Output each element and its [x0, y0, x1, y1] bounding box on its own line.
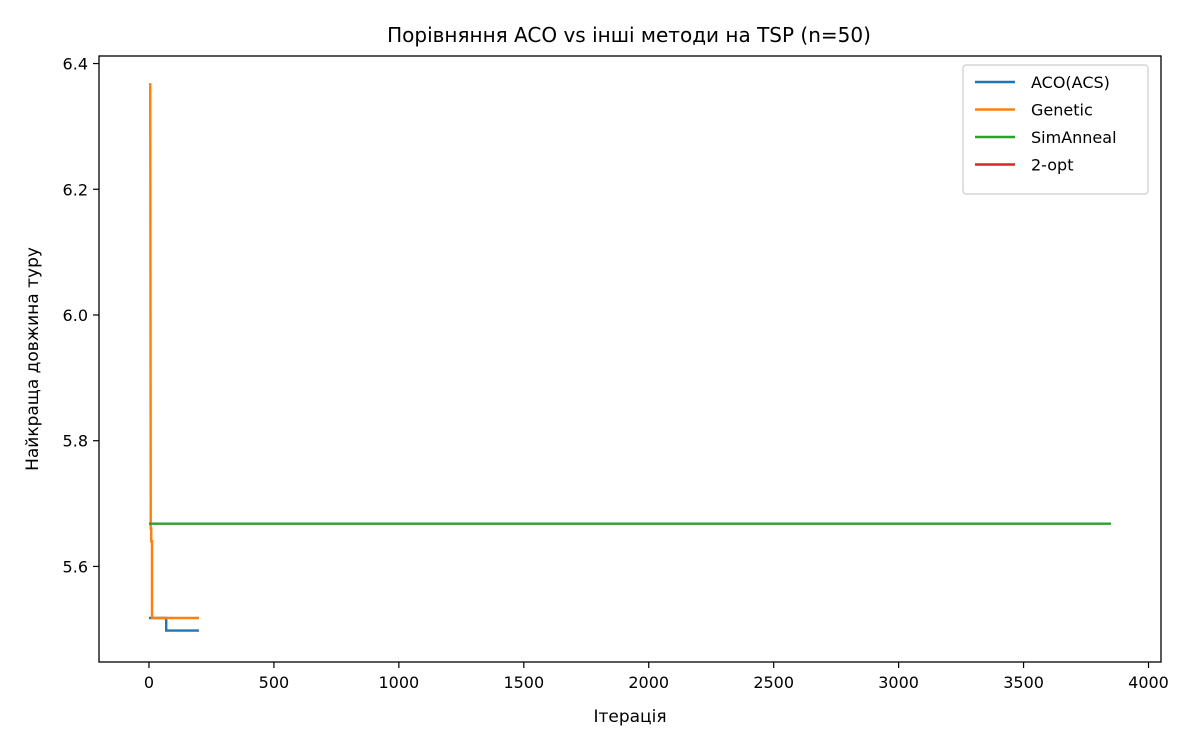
x-tick-label-6: 3000 — [878, 673, 919, 692]
y-tick-label-3: 6.2 — [63, 180, 88, 199]
legend-label-0: ACO(ACS) — [1031, 73, 1110, 92]
y-tick-label-2: 6.0 — [63, 306, 88, 325]
legend-label-2: SimAnneal — [1031, 128, 1117, 147]
axis-ticks: 0 500 1000 1500 2000 2500 3000 3500 4000 5.6 5.8 6.… — [63, 55, 1169, 692]
legend: ACO(ACS) Genetic SimAnneal 2-opt — [962, 64, 1149, 195]
y-tick-label-0: 5.6 — [63, 557, 88, 576]
plot-area — [148, 83, 1112, 632]
y-axis-label: Найкраща довжина туру — [23, 247, 43, 471]
x-tick-label-8: 4000 — [1128, 673, 1169, 692]
x-axis-label: Ітерація — [593, 707, 666, 727]
x-tick-label-7: 3500 — [1003, 673, 1044, 692]
legend-label-1: Genetic — [1031, 101, 1093, 120]
legend-box — [962, 64, 1149, 195]
x-tick-label-2: 1000 — [378, 673, 419, 692]
series-line-0 — [148, 616, 199, 632]
y-tick-label-1: 5.8 — [63, 432, 88, 451]
x-tick-label-3: 1500 — [503, 673, 544, 692]
x-tick-label-1: 500 — [259, 673, 290, 692]
y-tick-label-4: 6.4 — [63, 55, 88, 74]
chart-title: Порівняння ACO vs інші методи на TSP (n=… — [387, 23, 871, 47]
plot-frame — [98, 55, 1162, 663]
series-line-1 — [148, 83, 199, 620]
x-tick-label-0: 0 — [144, 673, 154, 692]
legend-label-3: 2-opt — [1031, 156, 1073, 175]
x-tick-label-5: 2500 — [753, 673, 794, 692]
x-tick-label-4: 2000 — [628, 673, 669, 692]
